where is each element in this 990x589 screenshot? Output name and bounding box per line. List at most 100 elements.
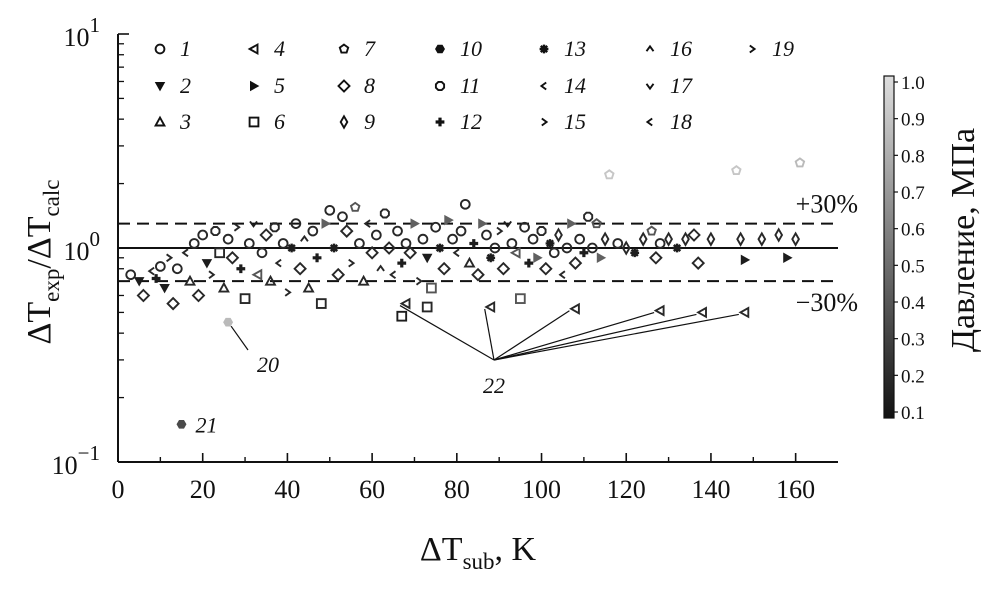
data-point: [166, 253, 174, 263]
data-point: [489, 242, 501, 254]
data-point: [481, 229, 492, 241]
legend-item: 14: [539, 73, 586, 98]
legend-marker: [339, 114, 349, 130]
legend-marker: [250, 80, 260, 92]
data-point: [603, 169, 615, 180]
data-point: [277, 238, 289, 249]
data-point: [538, 261, 553, 276]
colorbar-tick-label: 0.7: [901, 183, 925, 204]
colorbar-tick-label: 0.6: [901, 220, 925, 241]
data-point: [524, 258, 534, 268]
data-point: [583, 211, 594, 222]
data-point: [371, 229, 382, 241]
data-point: [155, 261, 166, 272]
data-point: [740, 254, 751, 266]
data-point: [691, 256, 706, 270]
x-tick-label: 0: [112, 475, 125, 504]
data-point: [515, 293, 526, 304]
data-point: [471, 267, 485, 282]
legend-marker: [539, 81, 547, 91]
legend-label: 12: [460, 109, 482, 134]
data-point: [757, 231, 767, 247]
colorbar-tick-label: 0.9: [901, 110, 925, 131]
data-point: [421, 253, 433, 264]
data-point: [664, 231, 673, 247]
data-point: [672, 243, 682, 253]
legend-label: 18: [670, 109, 692, 134]
legend-marker: [434, 80, 446, 92]
data-point: [396, 310, 408, 322]
x-axis-label: ΔTsub, K: [420, 531, 537, 574]
data-point: [222, 233, 234, 245]
data-point: [290, 218, 302, 229]
legend-item: 6: [248, 109, 285, 134]
data-point: [239, 293, 251, 304]
legend-label: 15: [564, 109, 586, 134]
data-point: [649, 250, 663, 265]
data-point: [236, 264, 246, 274]
colorbar-tick-label: 0.2: [901, 366, 925, 387]
data-point: [463, 256, 476, 268]
legend-item: 8: [337, 73, 375, 98]
data-point: [706, 231, 716, 247]
data-point: [274, 258, 282, 268]
data-point: [201, 259, 213, 269]
data-point: [233, 222, 241, 232]
data-point: [503, 220, 512, 228]
data-point: [300, 234, 309, 242]
annotation-leader: [493, 310, 570, 361]
data-point: [774, 227, 784, 243]
data-points: [125, 157, 806, 322]
data-point: [315, 298, 327, 309]
data-point: [435, 243, 445, 253]
data-point: [331, 267, 346, 282]
data-point: [357, 274, 370, 286]
data-point: [256, 247, 268, 259]
legend-label: 14: [564, 73, 586, 98]
data-point: [612, 238, 624, 249]
annotation-point: [738, 306, 750, 319]
legend-marker: [645, 44, 655, 52]
colorbar-tick-label: 0.8: [901, 146, 925, 167]
annotation-leader: [230, 325, 249, 351]
legend-label: 1: [180, 36, 191, 61]
data-point: [430, 221, 441, 233]
data-point: [397, 258, 407, 268]
legend-marker: [248, 116, 260, 128]
data-point: [545, 239, 555, 248]
legend-label: 9: [364, 109, 375, 134]
data-point: [417, 233, 429, 245]
data-point: [217, 281, 230, 293]
annotation-point: [223, 317, 234, 327]
data-point: [731, 165, 742, 176]
data-point: [312, 253, 322, 263]
legend-item: 11: [434, 73, 480, 98]
annotation-point: [653, 304, 665, 317]
data-point: [567, 218, 577, 229]
data-point: [354, 238, 365, 249]
data-point: [159, 284, 170, 294]
x-tick-label: 100: [522, 475, 561, 504]
annotation-point: [176, 420, 187, 429]
data-point: [574, 233, 585, 245]
reference-line-label: +30%: [796, 190, 858, 219]
x-tick-label: 40: [274, 475, 300, 504]
data-point: [506, 238, 518, 249]
data-point: [363, 219, 371, 228]
data-point: [379, 208, 390, 219]
data-point: [496, 226, 504, 236]
data-point: [527, 233, 539, 245]
data-point: [249, 220, 258, 228]
data-point: [533, 252, 543, 264]
data-point: [437, 261, 451, 276]
legend-item: 1: [154, 36, 191, 61]
data-point: [496, 261, 511, 276]
data-point: [243, 238, 255, 249]
data-point: [794, 157, 806, 168]
legend-item: 15: [541, 109, 586, 134]
data-point: [389, 270, 397, 280]
legend-item: 2: [154, 73, 191, 98]
data-point: [321, 218, 331, 229]
data-point: [469, 239, 479, 248]
